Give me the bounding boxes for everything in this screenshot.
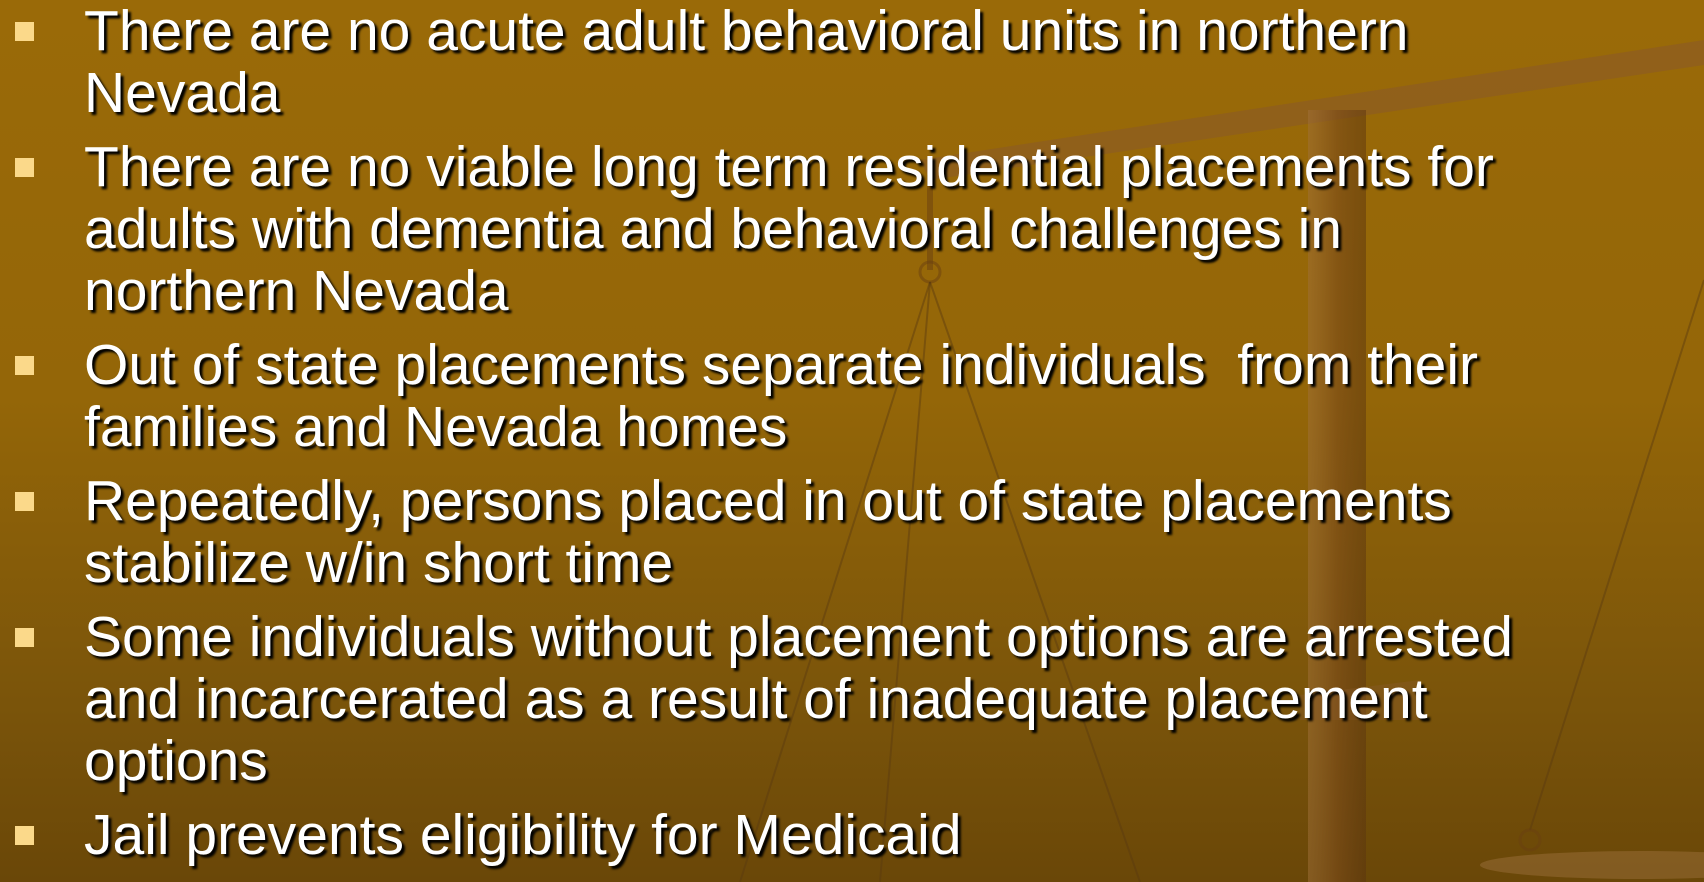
bullet-marker	[15, 356, 34, 375]
bullet-text-line: adults with dementia and behavioral chal…	[84, 198, 1342, 260]
bullet-text-line: Jail prevents eligibility for Medicaid	[84, 804, 962, 866]
bullet-text-line: stabilize w/in short time	[84, 532, 673, 594]
bullet-marker	[15, 492, 34, 511]
bullet-text-line: Some individuals without placement optio…	[84, 606, 1513, 668]
bullet-text-line: There are no acute adult behavioral unit…	[84, 0, 1409, 62]
bullet-text-line: northern Nevada	[84, 260, 509, 322]
bullet-list: There are no acute adult behavioral unit…	[0, 0, 1704, 882]
bullet-text-line: There are no viable long term residentia…	[84, 136, 1494, 198]
bullet-marker	[15, 826, 34, 845]
bullet-text-line: families and Nevada homes	[84, 396, 787, 458]
bullet-text-line: options	[84, 730, 268, 792]
slide: There are no acute adult behavioral unit…	[0, 0, 1704, 882]
bullet-marker	[15, 158, 34, 177]
bullet-text-line: Repeatedly, persons placed in out of sta…	[84, 470, 1452, 532]
bullet-text-line: Out of state placements separate individ…	[84, 334, 1478, 396]
bullet-marker	[15, 628, 34, 647]
bullet-marker	[15, 22, 34, 41]
bullet-text-line: and incarcerated as a result of inadequa…	[84, 668, 1428, 730]
bullet-text-line: Nevada	[84, 62, 280, 124]
